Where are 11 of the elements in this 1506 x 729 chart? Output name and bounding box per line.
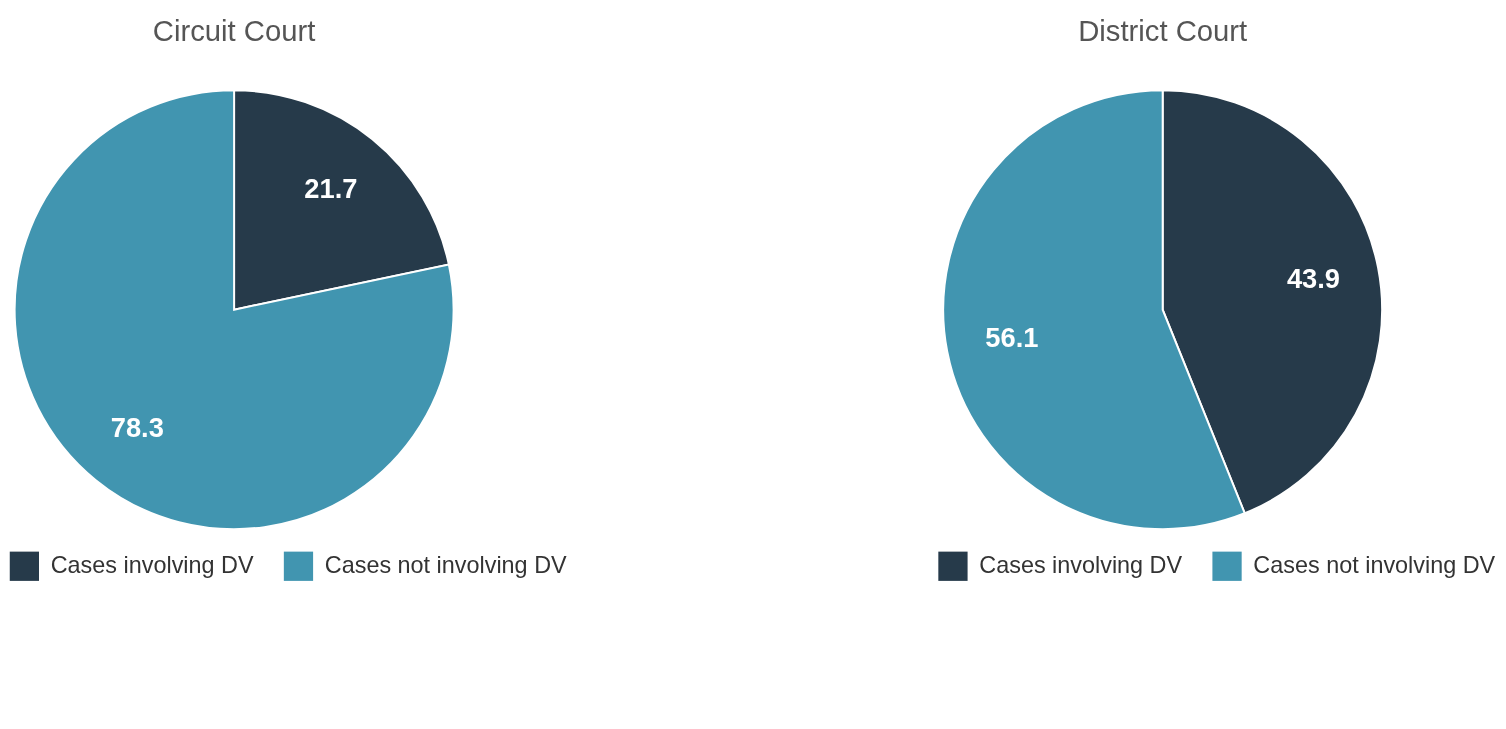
legend-label: Cases not involving DV [1253,552,1496,579]
data-label: 78.3 [110,411,164,443]
data-label: 56.1 [985,321,1039,353]
data-label: 21.7 [304,173,358,205]
pie-slice [13,89,455,531]
chart-title: District Court [1078,14,1248,47]
chart-title: Circuit Court [152,14,316,47]
legend-label: Cases not involving DV [324,552,568,579]
legend-label: Cases involving DV [979,552,1183,579]
data-label: 43.9 [1286,263,1341,295]
legend-label: Cases involving DV [50,552,254,579]
